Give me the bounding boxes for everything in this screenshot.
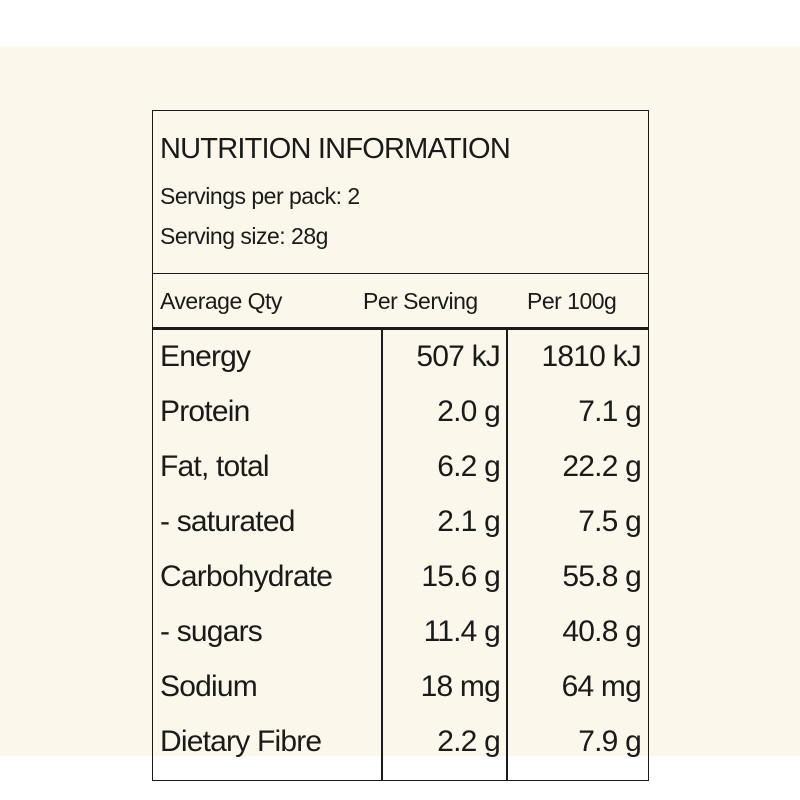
column-divider	[506, 330, 508, 780]
column-header-per-serving: Per Serving	[363, 288, 478, 314]
table-row: Sodium 18 mg 64 mg	[153, 660, 648, 714]
nutrient-per-100g: 64 mg	[561, 670, 642, 703]
column-header-qty: Average Qty	[160, 288, 282, 314]
nutrient-name: - sugars	[160, 615, 263, 648]
table-row: Protein 2.0 g 7.1 g	[153, 385, 648, 439]
nutrient-per-100g: 7.5 g	[578, 505, 642, 538]
panel-header: NUTRITION INFORMATION Servings per pack:…	[153, 111, 648, 274]
table-row: Energy 507 kJ 1810 kJ	[153, 330, 648, 384]
nutrient-name: - saturated	[160, 505, 295, 538]
nutrient-name: Energy	[160, 340, 251, 373]
nutrient-per-serving: 2.1 g	[437, 505, 501, 538]
table-row: Carbohydrate 15.6 g 55.8 g	[153, 550, 648, 604]
table-row: - sugars 11.4 g 40.8 g	[153, 605, 648, 659]
table-row: Fat, total 6.2 g 22.2 g	[153, 440, 648, 494]
column-divider	[381, 330, 383, 780]
nutrient-per-100g: 22.2 g	[562, 450, 641, 483]
nutrition-panel: NUTRITION INFORMATION Servings per pack:…	[152, 110, 649, 781]
serving-size: Serving size: 28g	[160, 223, 328, 249]
nutrient-name: Sodium	[160, 670, 258, 703]
servings-per-pack: Servings per pack: 2	[160, 183, 360, 209]
nutrient-per-100g: 55.8 g	[562, 560, 641, 593]
nutrient-name: Protein	[160, 395, 250, 428]
nutrient-per-serving: 507 kJ	[416, 340, 500, 373]
panel-title: NUTRITION INFORMATION	[160, 133, 511, 165]
column-header-row: Average Qty Per Serving Per 100g	[153, 274, 648, 330]
nutrient-per-serving: 6.2 g	[437, 450, 501, 483]
nutrient-table: Energy 507 kJ 1810 kJ Protein 2.0 g 7.1 …	[153, 330, 648, 780]
label-background: NUTRITION INFORMATION Servings per pack:…	[0, 46, 800, 781]
nutrient-name: Fat, total	[160, 450, 270, 483]
table-row: Dietary Fibre 2.2 g 7.9 g	[153, 715, 648, 769]
nutrient-per-serving: 18 mg	[420, 670, 501, 703]
nutrient-name: Dietary Fibre	[160, 725, 322, 758]
table-row: - saturated 2.1 g 7.5 g	[153, 495, 648, 549]
nutrient-per-serving: 15.6 g	[421, 560, 500, 593]
nutrient-per-serving: 11.4 g	[423, 615, 501, 648]
column-header-per-100g: Per 100g	[527, 288, 617, 314]
nutrient-per-100g: 7.1 g	[578, 395, 642, 428]
nutrient-per-serving: 2.0 g	[437, 395, 501, 428]
nutrient-per-serving: 2.2 g	[437, 725, 501, 758]
nutrient-per-100g: 1810 kJ	[541, 340, 642, 373]
nutrient-name: Carbohydrate	[160, 560, 333, 593]
nutrient-per-100g: 7.9 g	[578, 725, 642, 758]
nutrient-per-100g: 40.8 g	[562, 615, 641, 648]
